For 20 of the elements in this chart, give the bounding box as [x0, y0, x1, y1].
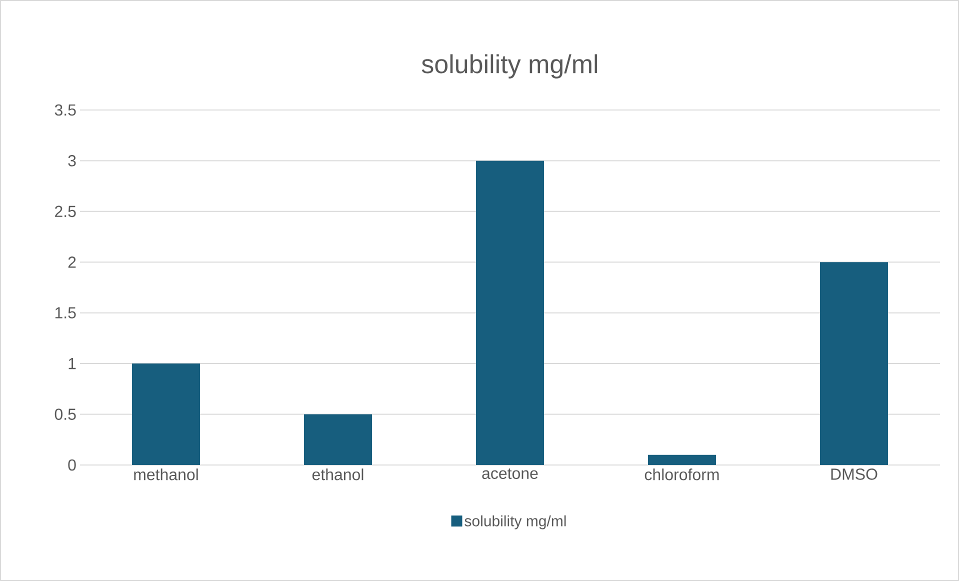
y-tick-label: 3: [68, 155, 76, 166]
y-tick-label: 1: [68, 358, 76, 370]
y-tick-label: 0.5: [54, 408, 76, 420]
bar: [476, 160, 544, 465]
x-tick-label: chloroform: [644, 468, 719, 480]
x-tick-label: methanol: [134, 468, 198, 480]
y-tick-label: 3.5: [54, 104, 76, 116]
bar: [304, 414, 372, 465]
bar: [132, 364, 200, 465]
x-tick-label: ethanol: [312, 468, 364, 480]
y-tick-label: 2.5: [55, 206, 76, 218]
legend-label: solubility mg/ml: [464, 515, 566, 530]
y-tick-label: 2: [68, 256, 76, 268]
chart-title: solubility mg/ml: [422, 54, 598, 78]
y-tick-label: 0: [68, 459, 76, 471]
y-tick-label: 1.5: [55, 307, 76, 318]
bar: [648, 454, 716, 465]
x-tick-label: DMSO: [831, 468, 878, 480]
x-tick-label: acetone: [482, 468, 538, 480]
bar: [820, 262, 888, 465]
